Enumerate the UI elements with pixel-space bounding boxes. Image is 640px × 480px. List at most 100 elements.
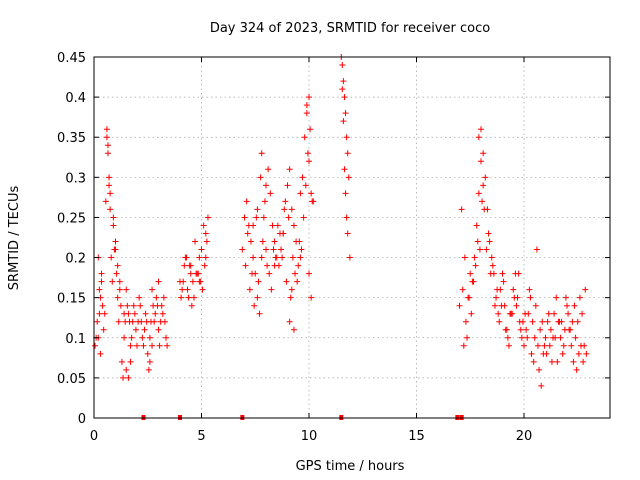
data-point [303, 102, 310, 109]
data-point [272, 254, 279, 261]
data-point [458, 206, 465, 213]
data-point [251, 302, 258, 309]
data-point [107, 190, 114, 197]
data-point [493, 294, 500, 301]
data-point [517, 326, 524, 333]
data-point [278, 246, 285, 253]
data-point [158, 302, 165, 309]
data-point [181, 262, 188, 269]
data-point [106, 174, 113, 181]
x-tick-label: 5 [197, 429, 205, 444]
data-point [202, 254, 209, 261]
data-point [529, 318, 536, 325]
data-point [343, 134, 350, 141]
data-point [559, 350, 566, 357]
data-point [121, 334, 128, 341]
data-point [583, 350, 590, 357]
data-point [129, 318, 136, 325]
data-point [580, 358, 587, 365]
axis-ticks: 0 0.05 0.1 0.15 0.2 0.25 0.3 0.35 0.4 0.45 0 5 10 15 2… [57, 51, 610, 444]
data-point [114, 262, 121, 269]
data-point [249, 270, 256, 277]
data-point [290, 222, 297, 229]
data-point [96, 286, 103, 293]
x-tick-label: 20 [516, 429, 533, 444]
data-point [110, 214, 117, 221]
data-point [98, 270, 105, 277]
data-point [571, 302, 578, 309]
data-point [103, 134, 110, 141]
data-point [459, 286, 466, 293]
data-point [161, 318, 168, 325]
data-point [92, 342, 99, 349]
data-point [137, 302, 144, 309]
data-point [124, 302, 131, 309]
data-point [204, 214, 211, 221]
y-tick-label: 0.45 [57, 51, 86, 66]
plot-frame [93, 56, 611, 419]
data-point [522, 310, 529, 317]
data-point [180, 278, 187, 285]
data-point [306, 270, 312, 277]
data-point [296, 238, 303, 245]
data-point [286, 166, 293, 173]
data-point [344, 230, 351, 237]
data-point [570, 358, 577, 365]
data-point [513, 302, 520, 309]
data-point [494, 286, 501, 293]
data-point [102, 198, 109, 205]
data-point [94, 318, 101, 325]
data-point [261, 198, 268, 205]
data-point [198, 246, 205, 253]
data-point [271, 238, 278, 245]
data-point [533, 246, 540, 253]
y-tick-label: 0.3 [65, 171, 86, 186]
data-point [488, 254, 495, 261]
data-point [103, 126, 110, 133]
data-point [496, 318, 503, 325]
data-point [138, 318, 145, 325]
data-point [306, 158, 312, 165]
data-point [258, 254, 265, 261]
data-point [340, 78, 347, 85]
data-point [504, 334, 511, 341]
data-point [470, 278, 477, 285]
data-point [243, 198, 250, 205]
data-point [298, 246, 305, 253]
y-tick-label: 0.35 [57, 131, 86, 146]
data-point [202, 230, 209, 237]
data-point [456, 302, 463, 309]
data-point [123, 366, 130, 373]
y-tick-label: 0.15 [57, 292, 86, 307]
y-axis-label: SRMTID / TECUs [7, 186, 22, 291]
data-point [500, 278, 507, 285]
data-point [274, 222, 281, 229]
data-point [565, 310, 572, 317]
data-point [548, 358, 555, 365]
data-point [257, 174, 264, 181]
data-point [339, 86, 346, 93]
data-point [537, 326, 544, 333]
data-point [576, 294, 583, 301]
data-point [250, 254, 257, 261]
data-point [139, 334, 146, 341]
data-point [270, 246, 277, 253]
data-point [244, 230, 251, 237]
data-point [163, 334, 170, 341]
data-point [196, 254, 203, 261]
data-point [306, 94, 312, 101]
data-point [499, 270, 506, 277]
data-point [476, 246, 483, 253]
data-point [505, 342, 512, 349]
data-point [258, 150, 265, 157]
data-point [478, 126, 484, 133]
data-point [551, 310, 558, 317]
data-point [151, 318, 158, 325]
data-point [569, 318, 576, 325]
data-point [118, 358, 125, 365]
data-point [263, 246, 269, 253]
data-point [475, 190, 482, 197]
data-point [467, 270, 474, 277]
data-point [478, 158, 484, 165]
data-point [283, 278, 290, 285]
